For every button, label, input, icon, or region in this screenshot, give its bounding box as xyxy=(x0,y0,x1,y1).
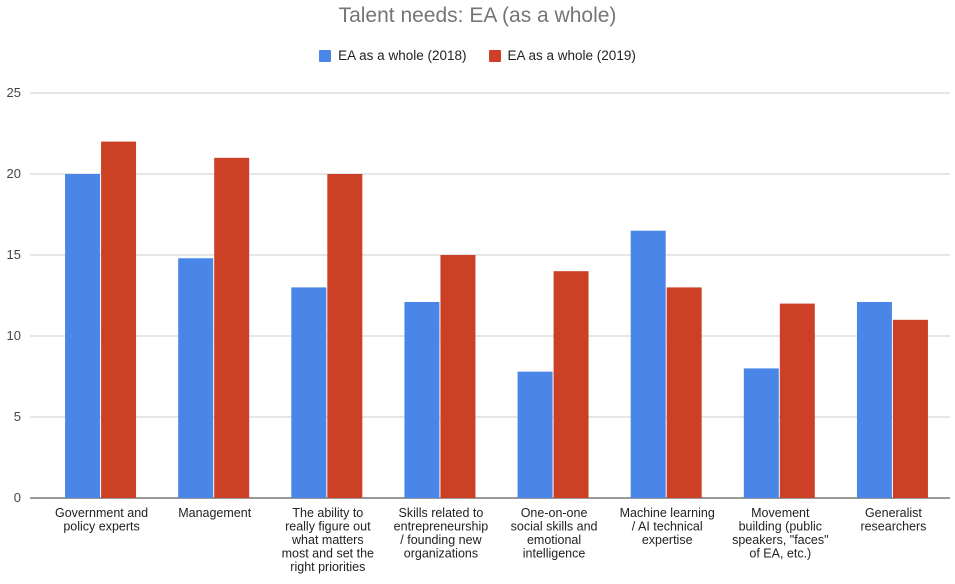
y-tick-label-20: 20 xyxy=(7,166,21,181)
bar-2018-6[interactable] xyxy=(743,368,779,498)
bar-2018-4[interactable] xyxy=(517,371,553,498)
x-tick-label-5: Machine learning / AI technical expertise xyxy=(620,506,715,547)
legend-swatch-2019 xyxy=(488,49,501,62)
bar-2018-7[interactable] xyxy=(856,301,892,498)
bar-2019-1[interactable] xyxy=(214,157,250,499)
legend-swatch-2018 xyxy=(319,49,332,62)
x-tick-label-7: Generalist researchers xyxy=(860,506,926,534)
legend-label-2019: EA as a whole (2019) xyxy=(507,48,636,63)
y-tick-label-15: 15 xyxy=(7,247,21,262)
bar-2019-4[interactable] xyxy=(553,271,589,498)
x-tick-label-0: Government and policy experts xyxy=(55,506,148,534)
chart-title: Talent needs: EA (as a whole) xyxy=(338,4,617,27)
bar-2019-6[interactable] xyxy=(779,303,815,498)
bar-2018-1[interactable] xyxy=(178,258,214,498)
bar-2019-7[interactable] xyxy=(892,319,928,498)
x-axis: Government and policy experts Management Th… xyxy=(55,506,926,574)
legend-item-2018[interactable]: EA as a whole (2018) xyxy=(319,48,467,63)
bar-2019-5[interactable] xyxy=(666,287,702,498)
bar-2018-3[interactable] xyxy=(404,301,440,498)
y-tick-label-5: 5 xyxy=(14,409,21,424)
legend-item-2019[interactable]: EA as a whole (2019) xyxy=(488,48,636,63)
y-tick-label-0: 0 xyxy=(14,490,21,505)
bar-2019-0[interactable] xyxy=(101,141,137,498)
y-tick-label-10: 10 xyxy=(7,328,21,343)
legend: EA as a whole (2018) EA as a whole (2019… xyxy=(0,48,955,63)
bar-2018-5[interactable] xyxy=(630,230,666,498)
bar-2019-2[interactable] xyxy=(327,174,363,498)
x-tick-label-1: Management xyxy=(178,506,251,520)
bars xyxy=(65,141,928,499)
x-tick-label-4: One-on-one social skills and emotional inte… xyxy=(511,506,598,561)
x-tick-label-2: The ability to really figure out what matt… xyxy=(282,506,374,574)
legend-label-2018: EA as a whole (2018) xyxy=(338,48,467,63)
bar-2018-2[interactable] xyxy=(291,287,327,498)
x-tick-label-6: Movement building (public speakers, "faces… xyxy=(732,506,828,561)
y-tick-label-25: 25 xyxy=(7,85,21,100)
bar-2018-0[interactable] xyxy=(65,174,101,498)
bar-2019-3[interactable] xyxy=(440,255,476,498)
x-tick-label-3: Skills related to entrepreneurship / found… xyxy=(394,506,489,561)
y-axis: 0 5 10 15 20 25 xyxy=(7,85,21,505)
